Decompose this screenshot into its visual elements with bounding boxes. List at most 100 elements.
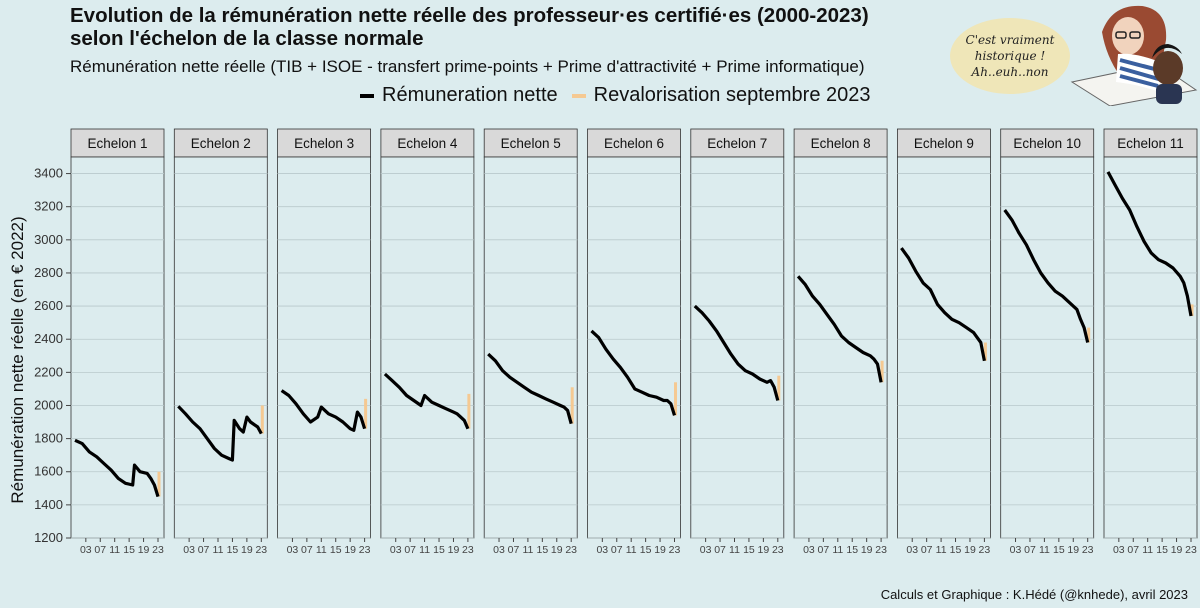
x-tick-label: 11 <box>1039 544 1050 556</box>
x-tick-label: 07 <box>301 544 313 556</box>
facet-panel: Echelon 6 03 07 11 15 19 23 <box>587 128 681 556</box>
x-tick-label: 15 <box>227 544 239 556</box>
facet-panel: Echelon 10 03 07 11 15 19 23 <box>1000 128 1095 556</box>
remuneration-line <box>487 352 573 425</box>
remuneration-line <box>796 275 883 383</box>
x-tick-label: 07 <box>1127 544 1139 556</box>
speech-bubble-line1: C'est vraiment <box>965 33 1055 47</box>
x-tick-label: 11 <box>626 544 637 556</box>
legend-label-revalorisation: Revalorisation septembre 2023 <box>593 84 871 106</box>
x-tick-label: 07 <box>818 544 830 556</box>
facet-strip <box>1103 128 1198 158</box>
x-tick-label: 15 <box>950 544 962 556</box>
y-tick-label: 1200 <box>34 530 63 545</box>
facet-strip <box>70 128 165 158</box>
x-tick-label: 11 <box>213 544 224 556</box>
facet-strip-label: Echelon 1 <box>87 136 147 151</box>
remuneration-line <box>1003 209 1090 343</box>
x-tick-label: 07 <box>611 544 623 556</box>
x-tick-label: 07 <box>921 544 933 556</box>
panel-area <box>1000 156 1095 539</box>
facet-strip-label: Echelon 3 <box>294 136 354 151</box>
facet-panel: Echelon 1 03 07 11 15 19 23 <box>70 128 165 556</box>
y-tick-label: 2600 <box>34 298 63 313</box>
legend-label-remuneration: Rémuneration nette <box>382 84 558 106</box>
remuneration-line <box>693 304 780 401</box>
x-tick-label: 11 <box>832 544 843 556</box>
facet-strip <box>897 128 991 158</box>
x-tick-label: 03 <box>390 544 402 556</box>
x-tick-label: 23 <box>1082 544 1094 556</box>
x-tick-label: 03 <box>700 544 712 556</box>
x-tick-label: 15 <box>640 544 652 556</box>
chart-subtitle: Rémunération nette réelle (TIB + ISOE - … <box>70 57 865 76</box>
y-tick-label: 1400 <box>34 497 63 512</box>
x-tick-label: 23 <box>255 544 267 556</box>
x-tick-label: 07 <box>508 544 520 556</box>
facet-strip-label: Echelon 5 <box>501 136 561 151</box>
legend-key-remuneration <box>360 93 374 98</box>
x-tick-label: 03 <box>1010 544 1022 556</box>
legend-item-remuneration: Rémuneration nette <box>360 84 558 107</box>
x-tick-label: 15 <box>123 544 135 556</box>
remuneration-line <box>74 438 160 498</box>
x-tick-label: 15 <box>433 544 445 556</box>
teacher-student-illustration <box>1070 5 1198 106</box>
facet-strip-label: Echelon 7 <box>707 136 767 151</box>
remuneration-line <box>1106 171 1193 317</box>
x-tick-label: 03 <box>1113 544 1125 556</box>
x-tick-label: 23 <box>979 544 991 556</box>
panel-area <box>897 156 991 539</box>
facet-panel: Echelon 4 03 07 11 15 19 23 <box>380 128 475 556</box>
x-tick-label: 11 <box>1142 544 1153 556</box>
facet-strip <box>587 128 681 158</box>
chart-title: Evolution de la rémunération nette réell… <box>70 4 869 50</box>
remuneration-line <box>177 405 263 462</box>
x-tick-label: 19 <box>861 544 873 556</box>
speech-bubble-line3: Ah..euh..non <box>971 65 1049 79</box>
x-tick-label: 23 <box>152 544 164 556</box>
x-tick-label: 23 <box>772 544 784 556</box>
remuneration-line <box>280 389 367 432</box>
facet-strip-label: Echelon 4 <box>397 136 458 151</box>
chart-title-line1: Evolution de la rémunération nette réell… <box>70 4 869 27</box>
x-tick-label: 03 <box>596 544 608 556</box>
x-tick-label: 19 <box>448 544 460 556</box>
facet-strip-label: Echelon 11 <box>1117 136 1184 151</box>
y-tick-label: 2200 <box>34 364 63 379</box>
legend-key-revalorisation <box>571 93 586 98</box>
facet-panel: Echelon 5 03 07 11 15 19 23 <box>483 128 578 556</box>
x-tick-label: 03 <box>287 544 299 556</box>
x-tick-label: 19 <box>241 544 253 556</box>
y-tick-label: 3200 <box>34 199 63 214</box>
x-tick-label: 11 <box>936 544 947 556</box>
x-tick-label: 15 <box>743 544 755 556</box>
x-tick-label: 07 <box>714 544 726 556</box>
x-tick-label: 03 <box>906 544 918 556</box>
y-axis: 1200 1400 1600 1800 2000 2200 2400 2600 2800 3000… <box>34 166 71 545</box>
x-tick-label: 15 <box>330 544 342 556</box>
panel-area <box>277 156 372 539</box>
x-tick-label: 23 <box>359 544 371 556</box>
x-tick-label: 11 <box>729 544 740 556</box>
x-tick-label: 07 <box>198 544 210 556</box>
y-tick-label: 3400 <box>34 166 63 181</box>
caption: Calculs et Graphique : K.Hédé (@knhede),… <box>880 587 1188 602</box>
panel-area <box>483 156 578 539</box>
facet-panel: Echelon 9 03 07 11 15 19 23 <box>897 128 991 556</box>
x-tick-label: 19 <box>758 544 770 556</box>
x-tick-label: 03 <box>493 544 505 556</box>
x-tick-label: 03 <box>183 544 195 556</box>
x-tick-label: 03 <box>803 544 815 556</box>
chart-title-line2: selon l'échelon de la classe normale <box>70 27 424 50</box>
x-tick-label: 23 <box>462 544 474 556</box>
y-tick-label: 1600 <box>34 464 63 479</box>
y-tick-label: 2400 <box>34 331 63 346</box>
facet-strip-label: Echelon 8 <box>811 136 871 151</box>
x-tick-label: 19 <box>138 544 150 556</box>
remuneration-line <box>900 247 986 362</box>
x-tick-label: 23 <box>875 544 887 556</box>
facet-strip <box>1000 128 1095 158</box>
